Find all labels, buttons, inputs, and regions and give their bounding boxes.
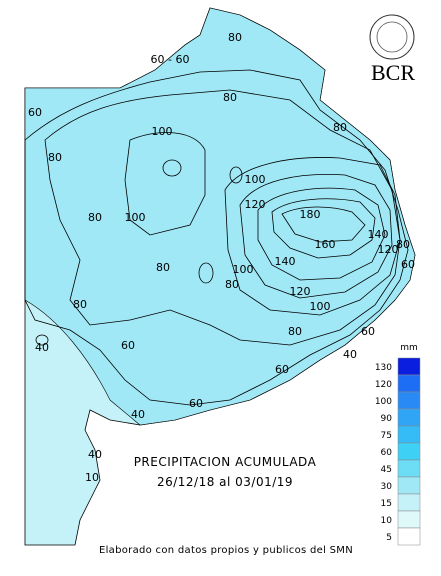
legend-swatch [397, 374, 421, 393]
contour-label: 60 - 60 [151, 53, 190, 66]
region-180 [281, 206, 366, 243]
contour-label: 100 [245, 173, 266, 186]
region-160 [271, 198, 376, 259]
contour-label: 10 [85, 471, 99, 484]
region-100-west [124, 132, 206, 236]
region-small [35, 334, 49, 346]
region-80 [44, 89, 401, 346]
region-small [198, 262, 214, 284]
legend-swatch [397, 476, 421, 495]
legend-label: 15 [381, 499, 392, 509]
legend-swatch [397, 527, 421, 546]
contour-label: 80 [156, 261, 170, 274]
contour-label: 120 [290, 285, 311, 298]
contour-label: 100 [125, 211, 146, 224]
logo-seal [369, 14, 415, 60]
logo-text: BCR [371, 60, 415, 85]
logo-seal-inner [376, 21, 408, 53]
legend-swatch [397, 408, 421, 427]
contour-label: 40 [343, 348, 357, 361]
contour-label: 80 [333, 121, 347, 134]
region-140 [257, 187, 386, 281]
legend-unit: mm [400, 343, 418, 353]
legend-swatch [397, 391, 421, 410]
contour-label: 120 [245, 198, 266, 211]
contour-label: 100 [310, 300, 331, 313]
contour-label: 120 [378, 243, 399, 256]
map-title: PRECIPITACION ACUMULADA [134, 455, 317, 469]
legend-swatch [397, 442, 421, 461]
contour-label: 100 [233, 263, 254, 276]
legend-label: 120 [375, 380, 392, 390]
legend-label: 90 [381, 414, 393, 424]
legend-label: 30 [381, 482, 393, 492]
legend-swatch [397, 425, 421, 444]
contour-label: 80 [223, 91, 237, 104]
legend-label: 45 [381, 465, 392, 475]
contour-label: 60 [361, 325, 375, 338]
legend-label: 75 [381, 431, 392, 441]
legend-swatch [397, 493, 421, 512]
map-period: 26/12/18 al 03/01/19 [157, 475, 293, 489]
contour-label: 140 [275, 255, 296, 268]
contour-label: 60 [121, 339, 135, 352]
legend-label: 10 [381, 516, 393, 526]
legend-swatch [397, 459, 421, 478]
contour-label: 60 [275, 363, 289, 376]
legend-label: 130 [375, 363, 392, 373]
legend-label: 60 [381, 448, 393, 458]
region-120 [239, 174, 393, 299]
region-small [229, 166, 243, 184]
legend-swatch [397, 510, 421, 529]
legend-label: 5 [386, 533, 392, 543]
contour-label: 60 [189, 397, 203, 410]
contour-label: 180 [300, 208, 321, 221]
contour-label: 60 [401, 258, 415, 271]
contour-label: 80 [288, 325, 302, 338]
region-west-core [162, 159, 182, 177]
contour-label: 80 [48, 151, 62, 164]
contour-label: 40 [35, 341, 49, 354]
contour-label: 60 [28, 106, 42, 119]
contour-label: 100 [152, 125, 173, 138]
legend-label: 100 [375, 397, 392, 407]
contour-label: 140 [368, 228, 389, 241]
contour-label: 80 [225, 278, 239, 291]
contour-label: 80 [88, 211, 102, 224]
legend-swatch [397, 357, 421, 376]
contour-label: 40 [131, 408, 145, 421]
contour-label: 40 [88, 448, 102, 461]
contour-label: 80 [228, 31, 242, 44]
contour-label: 80 [396, 238, 410, 251]
region-60 [24, 69, 409, 406]
contour-label: 160 [315, 238, 336, 251]
legend: mm 130 120 100 90 75 60 45 30 15 10 5 [375, 343, 421, 546]
contour-label: 80 [73, 298, 87, 311]
footer: Elaborado con datos propios y publicos d… [99, 545, 353, 556]
contour-labels: 80 60 - 60 80 60 100 80 80 100 120 100 8… [28, 31, 415, 484]
